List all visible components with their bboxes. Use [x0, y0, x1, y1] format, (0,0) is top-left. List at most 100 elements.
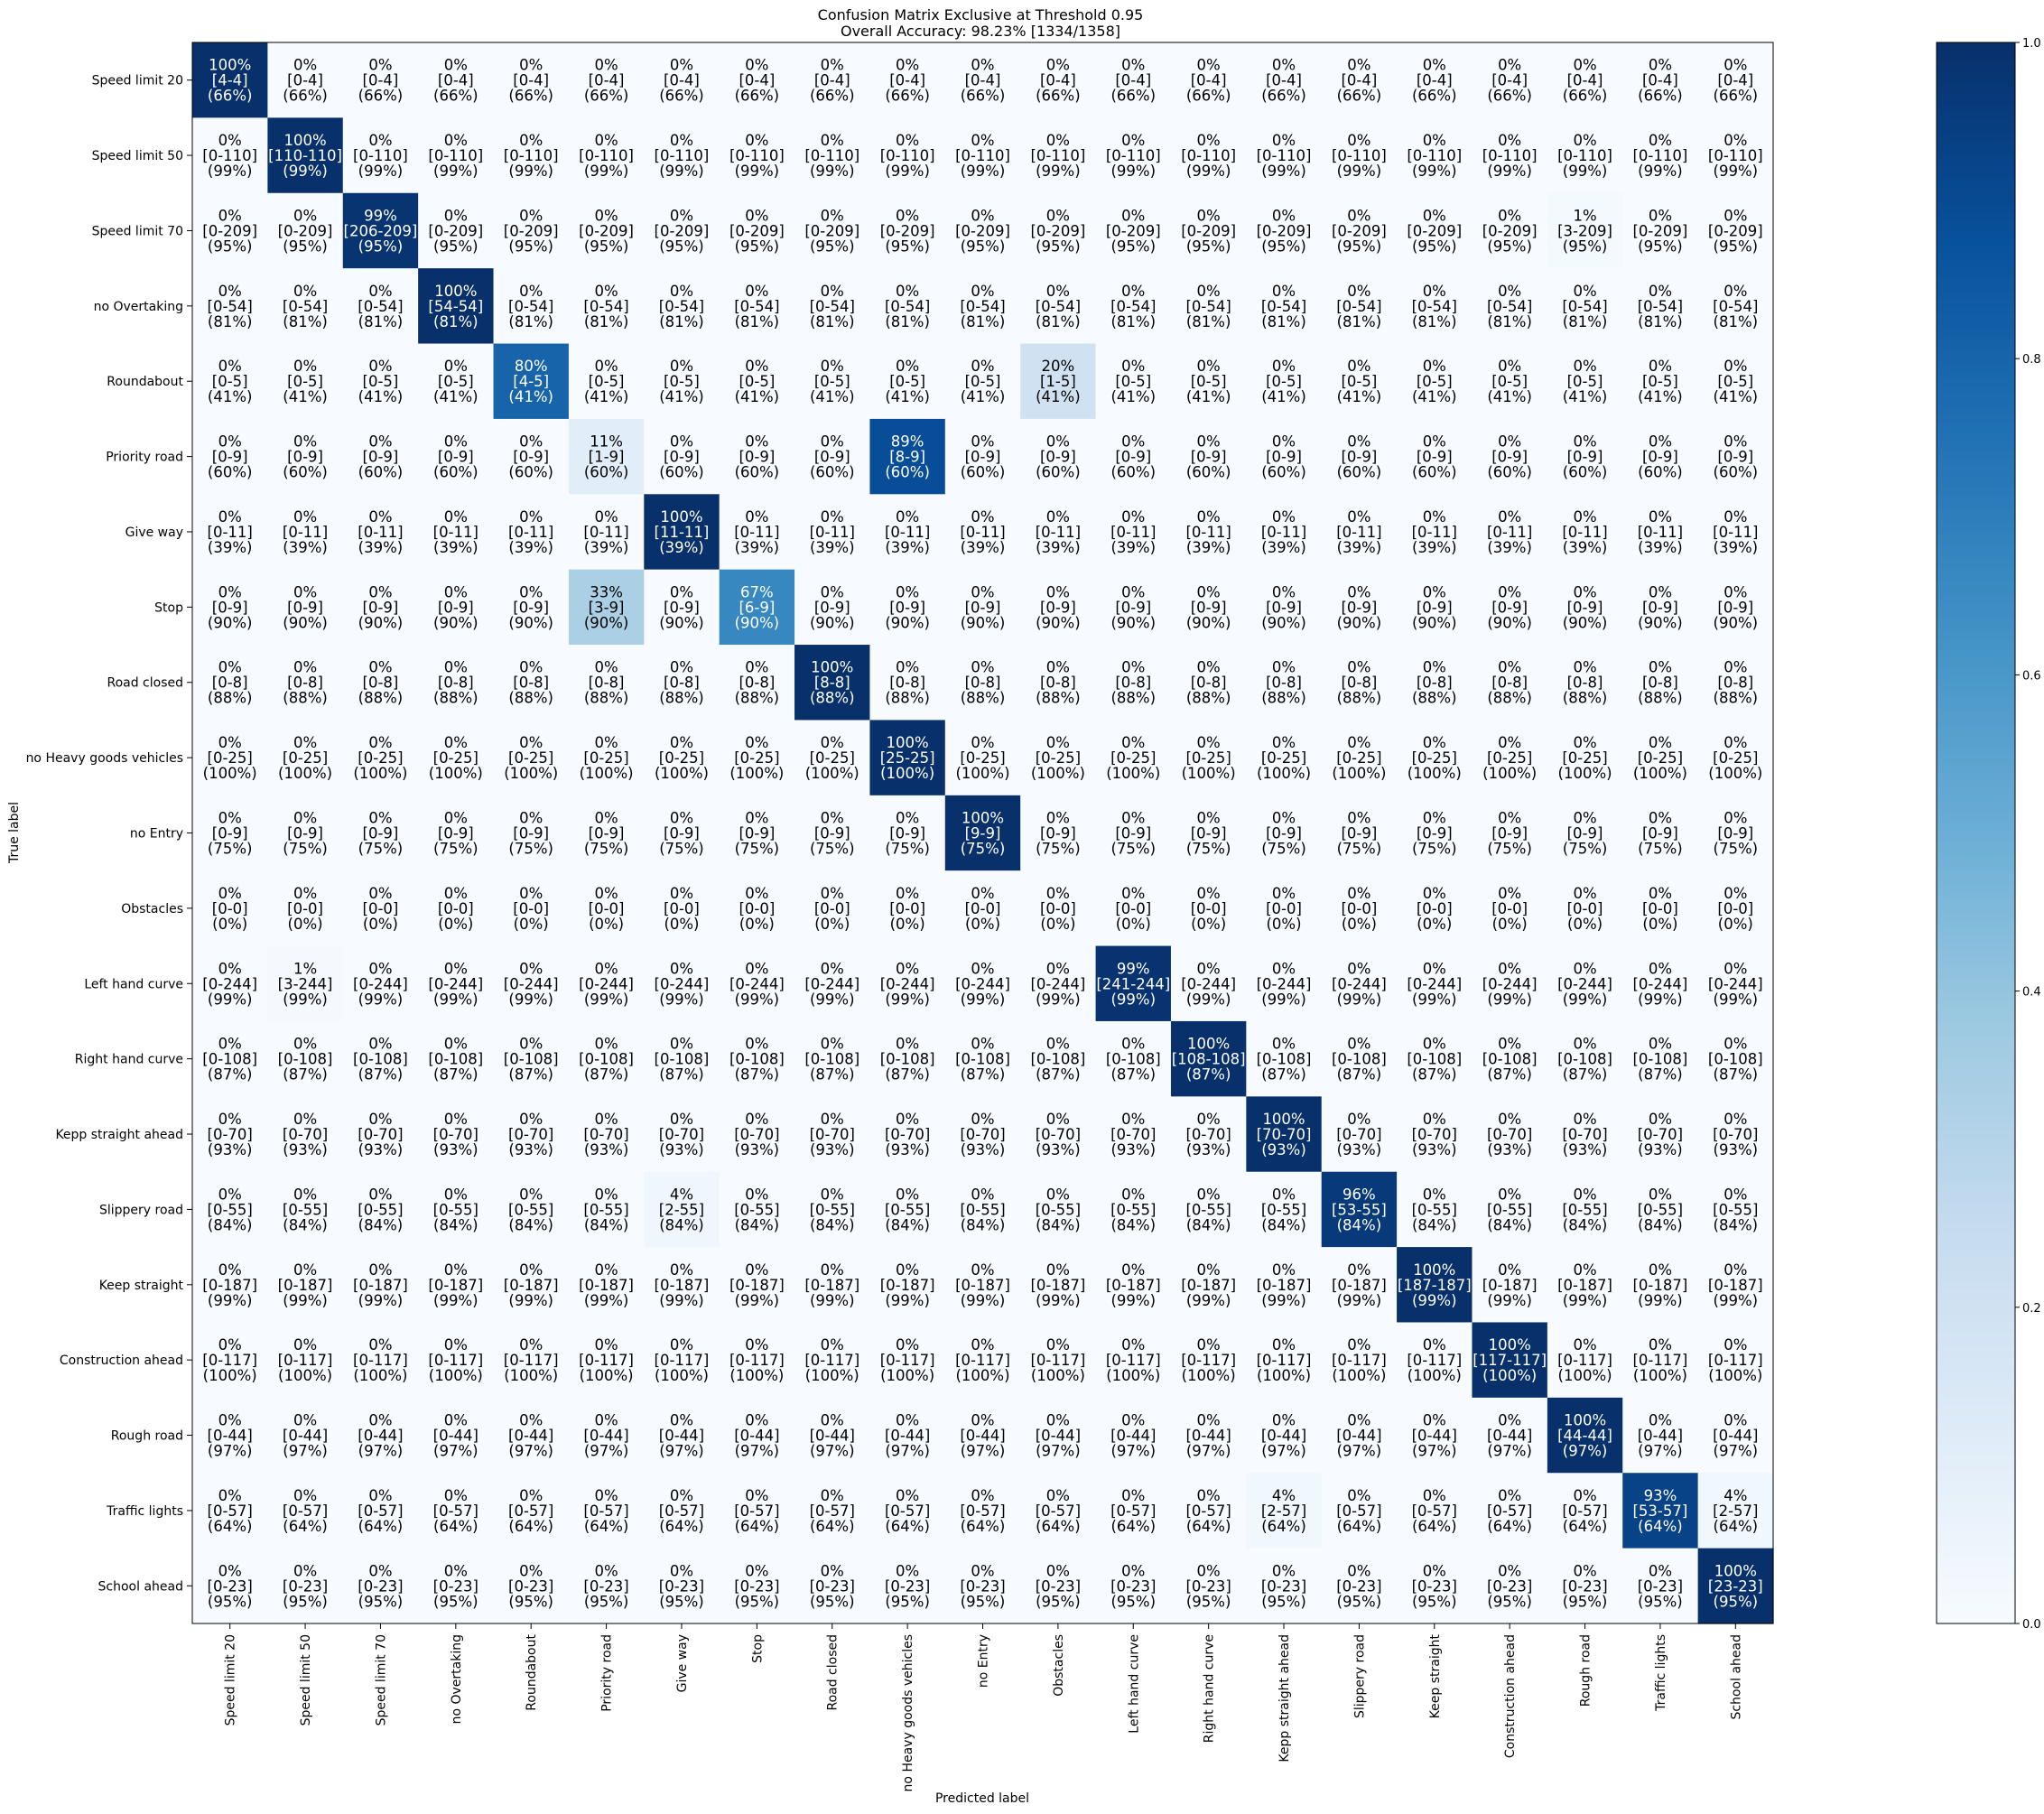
cell-count-label: [0-57]: [1412, 1502, 1457, 1520]
cell-percent-label: 0%: [1197, 57, 1221, 74]
x-tick-label: Road closed: [826, 1634, 841, 1711]
cell-percent-label: 0%: [1573, 358, 1596, 375]
cell-count-label: [0-54]: [208, 298, 253, 315]
cell-coverage-label: (0%): [1567, 916, 1603, 933]
cell-count-label: [0-70]: [885, 1126, 930, 1143]
cell-coverage-label: (41%): [1036, 388, 1081, 405]
cell-coverage-label: (100%): [1708, 1367, 1762, 1384]
cell-count-label: [0-187]: [729, 1277, 785, 1294]
cell-count-label: [0-9]: [965, 599, 1001, 616]
cell-coverage-label: (93%): [1036, 1141, 1081, 1158]
matrix-cell: [794, 42, 871, 118]
cell-percent-label: 0%: [1423, 132, 1446, 149]
cell-coverage-label: (66%): [1337, 88, 1382, 105]
matrix-cell: [267, 645, 344, 721]
cell-coverage-label: (88%): [433, 690, 478, 707]
cell-coverage-label: (87%): [1714, 1066, 1759, 1084]
matrix-cell: [493, 1322, 570, 1399]
cell-percent-label: 100%: [887, 734, 929, 751]
matrix-cell: [568, 117, 645, 194]
matrix-cell: [1246, 870, 1323, 947]
cell-count-label: [0-9]: [889, 599, 925, 616]
cell-count-label: [0-55]: [1261, 1201, 1306, 1218]
matrix-cell: [267, 870, 344, 947]
cell-count-label: [0-108]: [278, 1051, 333, 1068]
cell-count-label: [0-0]: [1567, 900, 1603, 917]
matrix-cell: [493, 42, 570, 118]
cell-coverage-label: (99%): [1186, 991, 1231, 1008]
cell-percent-label: 0%: [595, 57, 618, 74]
cell-count-label: [0-244]: [579, 975, 634, 992]
cell-coverage-label: (0%): [438, 916, 473, 933]
cell-percent-label: 100%: [434, 283, 477, 300]
cell-coverage-label: (90%): [1638, 614, 1683, 631]
cell-count-label: [0-54]: [358, 298, 403, 315]
cell-count-label: [0-110]: [955, 147, 1010, 164]
cell-coverage-label: (100%): [278, 1367, 332, 1384]
cell-coverage-label: (88%): [735, 690, 780, 707]
cell-count-label: [0-110]: [1030, 147, 1085, 164]
matrix-cell: [1246, 1171, 1323, 1248]
cell-coverage-label: (99%): [1563, 1292, 1608, 1309]
cell-percent-label: 0%: [293, 1412, 317, 1429]
matrix-cell: [418, 1322, 495, 1399]
cell-coverage-label: (81%): [659, 313, 704, 330]
cell-count-label: [0-8]: [363, 674, 399, 692]
cell-count-label: [0-244]: [1482, 975, 1538, 992]
matrix-cell: [1697, 418, 1774, 495]
cell-percent-label: 0%: [218, 885, 242, 902]
cell-count-label: [1-9]: [589, 449, 625, 466]
matrix-cell: [1472, 720, 1548, 796]
cell-coverage-label: (75%): [1337, 841, 1382, 858]
y-tick-label: no Entry: [130, 827, 183, 842]
cell-percent-label: 0%: [1121, 358, 1145, 375]
cell-count-label: [0-55]: [810, 1201, 855, 1218]
matrix-cell: [267, 1473, 344, 1549]
cell-percent-label: 0%: [670, 1036, 693, 1053]
matrix-cell: [267, 569, 344, 646]
matrix-cell: [493, 870, 570, 947]
cell-coverage-label: (93%): [433, 1141, 478, 1158]
x-tick-label: Right hand curve: [1203, 1634, 1217, 1743]
matrix-cell: [342, 1020, 419, 1097]
cell-coverage-label: (64%): [961, 1518, 1006, 1535]
cell-coverage-label: (84%): [1487, 1216, 1532, 1233]
cell-percent-label: 0%: [1272, 207, 1296, 224]
cell-count-label: [53-57]: [1633, 1502, 1688, 1520]
matrix-cell: [719, 569, 795, 646]
cell-percent-label: 0%: [1498, 1186, 1521, 1203]
cell-count-label: [0-110]: [880, 147, 935, 164]
cell-coverage-label: (95%): [584, 237, 629, 255]
cell-count-label: [0-8]: [212, 674, 248, 692]
x-tick-label: Traffic lights: [1654, 1634, 1668, 1712]
cell-count-label: [0-54]: [1562, 298, 1607, 315]
cell-coverage-label: (66%): [1563, 88, 1608, 105]
cell-count-label: [0-70]: [283, 1126, 328, 1143]
cell-count-label: [0-9]: [513, 825, 549, 842]
matrix-cell: [1397, 1020, 1473, 1097]
cell-coverage-label: (99%): [1110, 163, 1156, 180]
cell-count-label: [0-110]: [353, 147, 408, 164]
cell-coverage-label: (90%): [1110, 614, 1156, 631]
cell-percent-label: 0%: [1347, 734, 1370, 751]
cell-percent-label: 0%: [1121, 1412, 1145, 1429]
cell-count-label: [0-54]: [283, 298, 328, 315]
y-tick-label: School ahead: [98, 1579, 183, 1594]
matrix-cell: [869, 343, 946, 420]
matrix-cell: [493, 418, 570, 495]
matrix-cell: [944, 1397, 1021, 1474]
cell-coverage-label: (41%): [735, 388, 780, 405]
matrix-cell: [418, 418, 495, 495]
x-tick-label: Roundabout: [525, 1634, 539, 1711]
cell-count-label: [0-11]: [1036, 524, 1081, 541]
cell-count-label: [0-108]: [353, 1051, 408, 1068]
cell-percent-label: 0%: [821, 57, 844, 74]
cell-count-label: [0-9]: [1191, 825, 1227, 842]
cell-count-label: [0-11]: [358, 524, 403, 541]
cell-percent-label: 0%: [1272, 810, 1296, 827]
matrix-cell: [719, 494, 795, 571]
matrix-cell: [1472, 343, 1548, 420]
cell-coverage-label: (88%): [1036, 690, 1081, 707]
cell-count-label: [0-23]: [1261, 1577, 1306, 1595]
cell-coverage-label: (90%): [1487, 614, 1532, 631]
